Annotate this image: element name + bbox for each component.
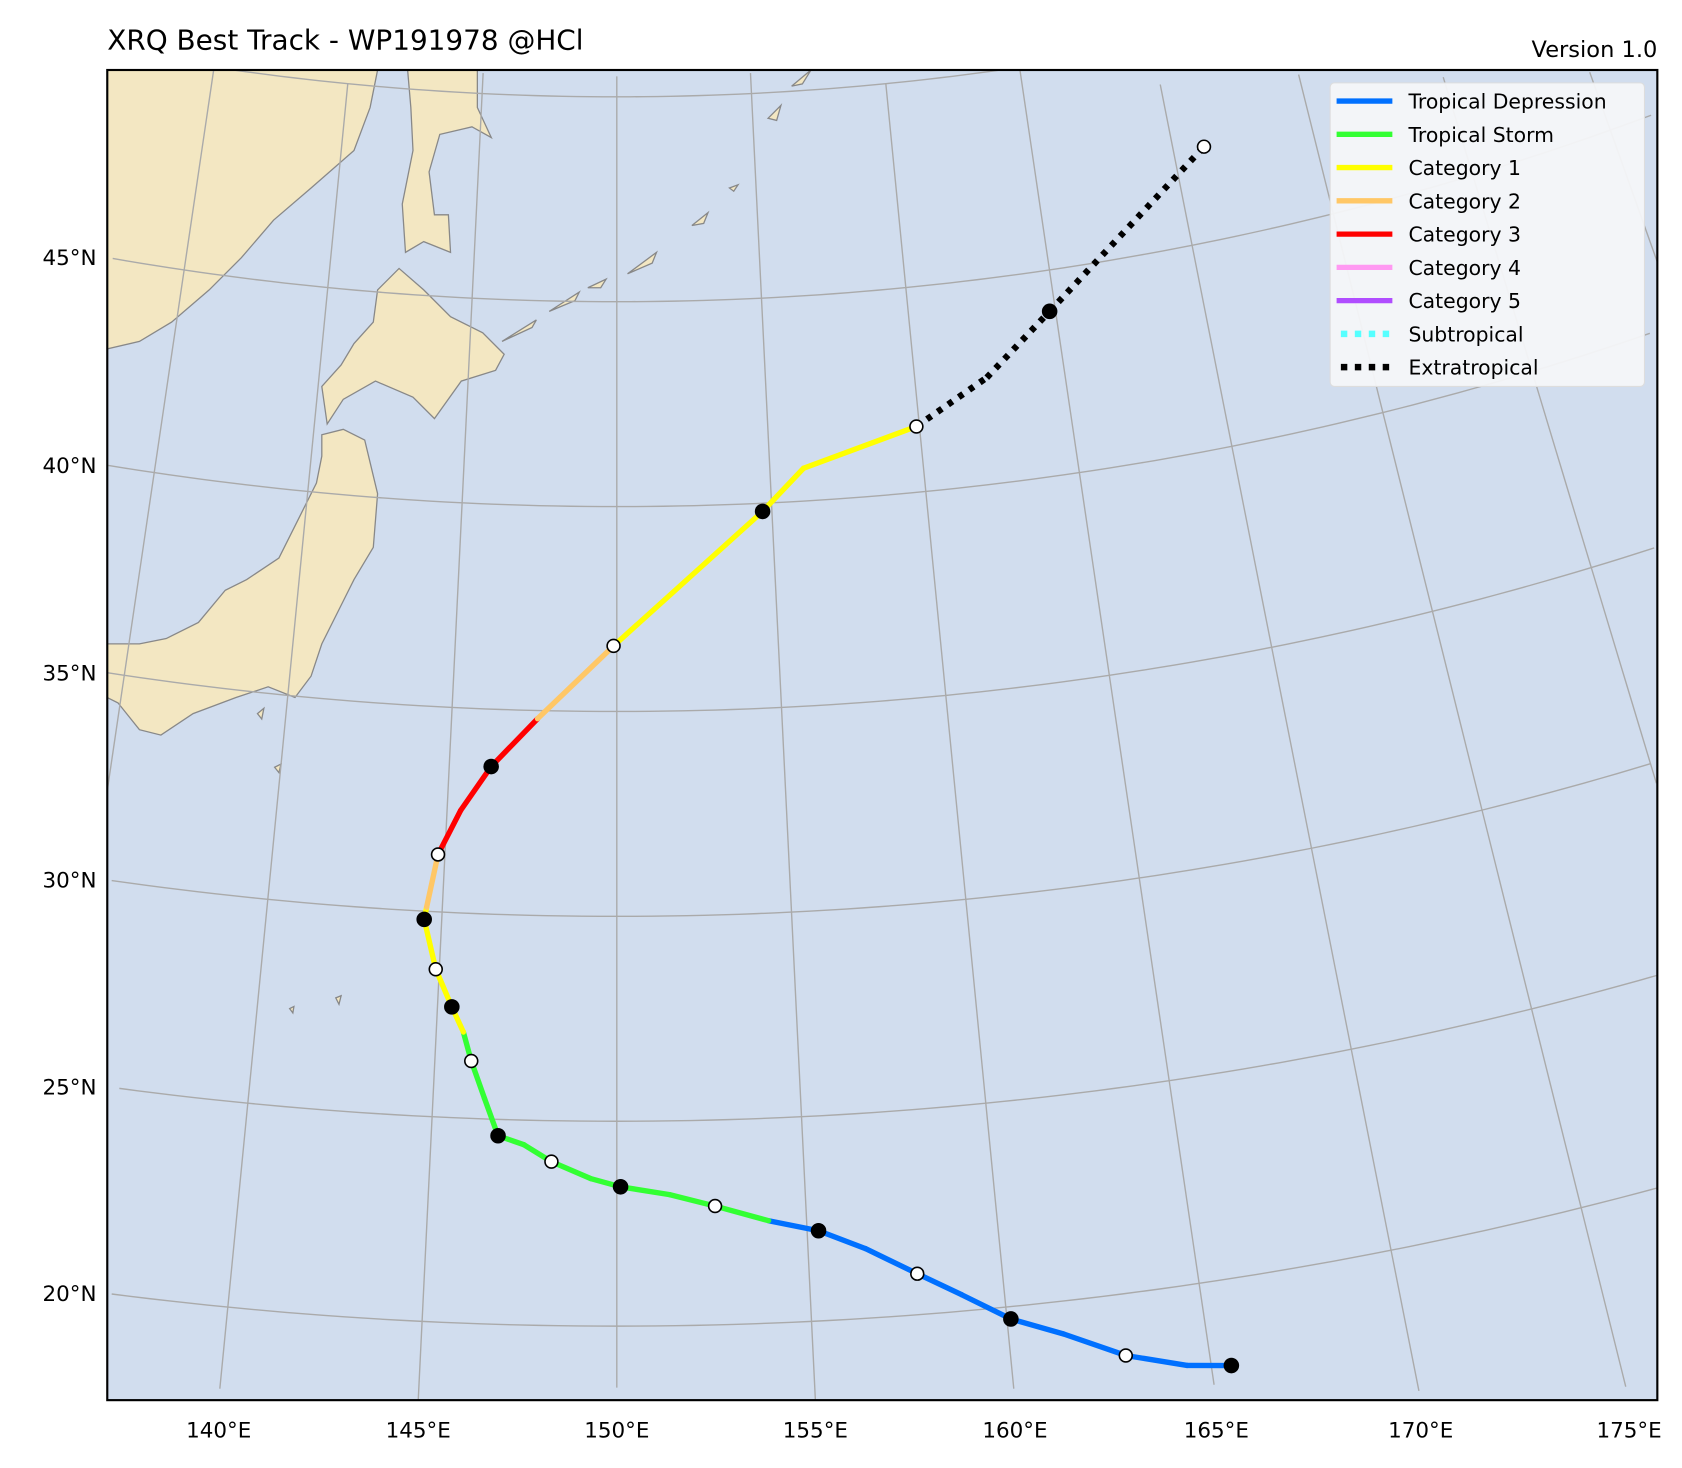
lon-tick-label: 175°E: [1597, 1419, 1662, 1444]
track-point-filled: [1223, 1357, 1240, 1374]
lon-tick-label: 165°E: [1184, 1419, 1249, 1444]
lat-tick-label: 25°N: [42, 1075, 96, 1100]
legend-label: Category 3: [1408, 223, 1521, 247]
track-segment-c1: [610, 508, 766, 649]
lon-tick-label: 160°E: [982, 1419, 1047, 1444]
track-segment-c3: [488, 716, 541, 770]
lon-tick-label: 145°E: [386, 1419, 451, 1444]
track-segment-ts: [712, 1203, 772, 1224]
parallel-25n: [119, 974, 1657, 1122]
legend-label: Category 5: [1408, 289, 1521, 313]
track-segment-c1: [759, 465, 807, 515]
track-point-open: [1118, 1348, 1134, 1363]
track-point-open: [428, 961, 443, 977]
asian-mainland: [107, 69, 379, 350]
track-segment-td: [914, 1271, 965, 1298]
land-masses: [107, 69, 812, 1015]
lon-tick-label: 150°E: [584, 1419, 649, 1444]
meridian-160e: [885, 83, 1015, 1389]
parallel-40n: [108, 332, 1651, 508]
track-segment-td: [1123, 1352, 1190, 1369]
track-point-filled: [444, 999, 460, 1015]
parallel-35n: [107, 547, 1655, 713]
track-segment-ts: [617, 1184, 673, 1198]
graticule: [107, 69, 1658, 1401]
track-segment-c3: [435, 807, 464, 858]
meridian-140e: [219, 83, 349, 1389]
map-frame: [106, 68, 1659, 1402]
legend-label: Tropical Storm: [1407, 123, 1554, 147]
legend-label: Tropical Depression: [1407, 90, 1606, 114]
track-segment-td: [1008, 1316, 1067, 1337]
track-point-open: [909, 419, 924, 434]
track-segment-ts: [666, 1191, 718, 1209]
track-point-open: [707, 1198, 723, 1214]
kuril-islands: [501, 69, 812, 342]
lon-tick-label: 155°E: [783, 1419, 848, 1444]
storm-track: [416, 139, 1240, 1374]
track-segment-c2: [534, 643, 617, 722]
track-point-filled: [1003, 1311, 1019, 1327]
track-segment-td: [862, 1245, 920, 1277]
track-point-filled: [483, 758, 499, 775]
hokkaido-island: [321, 267, 505, 426]
track-point-open: [464, 1053, 479, 1069]
lon-tick-label: 140°E: [186, 1419, 251, 1444]
track-point-filled: [810, 1222, 827, 1239]
track-point-filled: [754, 503, 771, 520]
track-segment-td: [959, 1292, 1014, 1322]
lon-tick-label: 170°E: [1388, 1419, 1453, 1444]
track-segment-c1: [421, 916, 439, 972]
track-point-open: [430, 847, 446, 862]
track-point-filled: [490, 1128, 506, 1144]
parallel-20n: [111, 1187, 1657, 1327]
lat-tick-label: 30°N: [42, 868, 96, 893]
track-segment-c2: [423, 851, 441, 910]
meridian-155e: [749, 73, 817, 1401]
legend-label: Category 4: [1408, 256, 1521, 280]
track-segment-c3: [457, 763, 494, 814]
meridian-165e: [1019, 69, 1215, 1385]
track-point-open: [1196, 139, 1212, 154]
chart-title: XRQ Best Track - WP191978 @HCl: [107, 24, 583, 57]
legend-label: Extratropical: [1408, 356, 1538, 380]
track-point-filled: [612, 1179, 629, 1195]
version-label: Version 1.0: [1532, 37, 1658, 63]
legend-label: Category 2: [1408, 189, 1521, 213]
lat-tick-label: 45°N: [42, 246, 96, 271]
legend: Tropical Depression Tropical Storm Categor…: [1329, 82, 1645, 387]
meridian-135e: [107, 69, 215, 796]
meridian-145e: [417, 73, 484, 1401]
track-point-open: [606, 638, 621, 654]
track-segment-td: [765, 1218, 822, 1234]
lat-tick-label: 20°N: [42, 1282, 96, 1307]
legend-box: [1329, 82, 1645, 387]
track-segment-td: [1060, 1331, 1129, 1359]
meridian-170e: [1159, 84, 1420, 1392]
sakhalin-island: [401, 69, 493, 254]
legend-label: Category 1: [1408, 156, 1521, 180]
legend-label: Subtropical: [1408, 322, 1523, 346]
track-point-filled: [416, 911, 432, 928]
track-point-filled: [1041, 303, 1058, 320]
lat-tick-label: 40°N: [42, 454, 96, 479]
lat-tick-label: 35°N: [42, 661, 96, 686]
honshu-island: [107, 428, 379, 736]
track-segment-ex: [984, 309, 1052, 380]
track-segment-td: [815, 1228, 869, 1252]
track-segment-ex: [914, 374, 989, 430]
track-point-open: [544, 1154, 559, 1169]
track-segment-c1: [800, 423, 920, 471]
parallel-30n: [111, 763, 1651, 918]
track-point-open: [910, 1266, 925, 1281]
